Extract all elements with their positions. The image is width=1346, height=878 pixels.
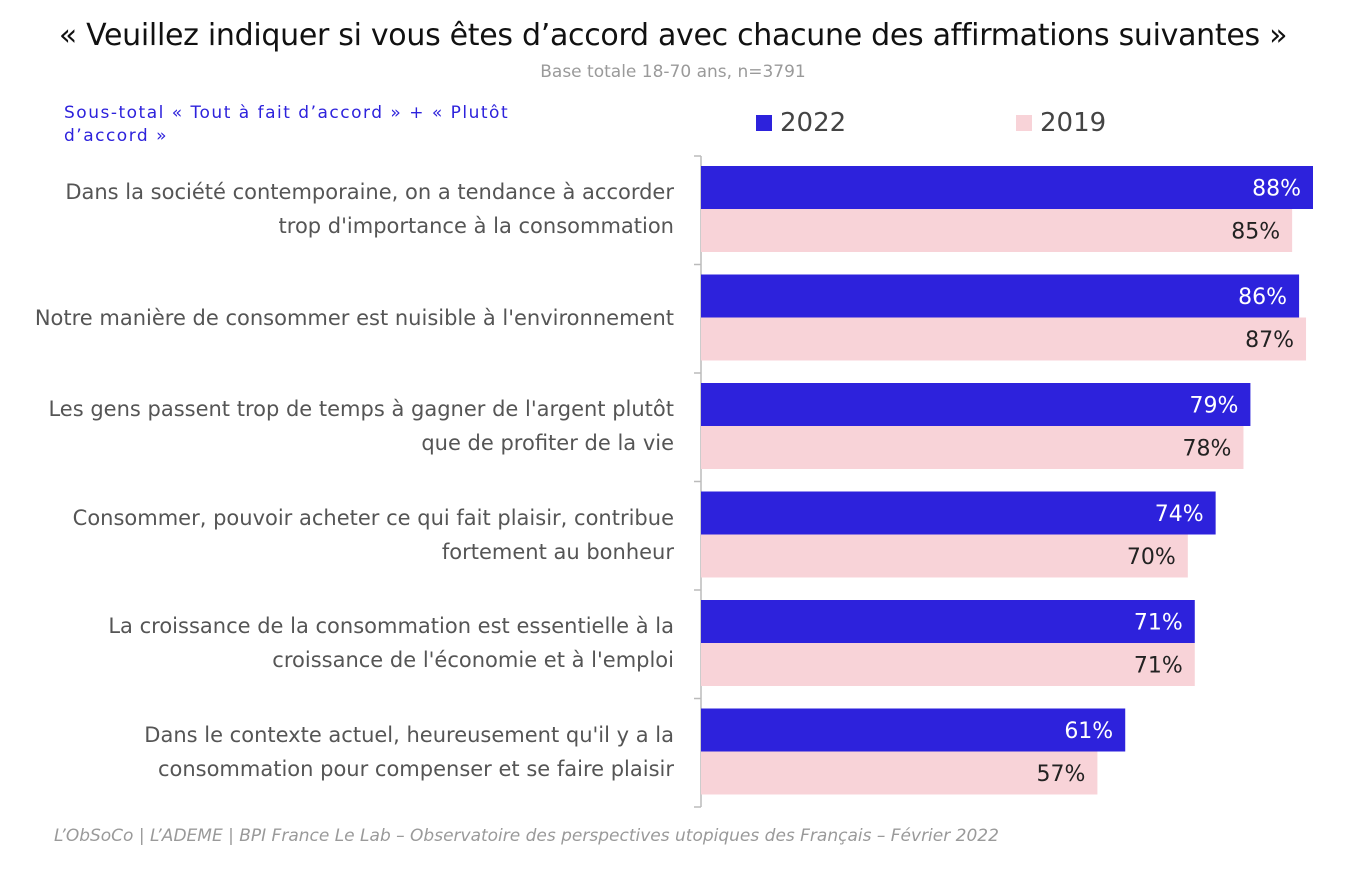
bar-2019-1 xyxy=(701,209,1293,252)
category-label-line: fortement au bonheur xyxy=(441,539,674,564)
bar-2022-2 xyxy=(701,274,1300,318)
data-label-2022-5: 71% xyxy=(1134,611,1183,636)
bar-2019-6 xyxy=(701,751,1098,795)
data-label-2022-6: 61% xyxy=(1064,719,1113,744)
bar-2019-4 xyxy=(701,534,1188,578)
data-label-2022-2: 86% xyxy=(1238,285,1287,310)
category-label-line: que de profiter de la vie xyxy=(421,431,674,455)
bar-2022-1 xyxy=(701,166,1313,209)
bar-2019-5 xyxy=(701,643,1195,686)
category-label-line: La croissance de la consommation est ess… xyxy=(108,614,674,638)
data-label-2019-4: 70% xyxy=(1127,545,1176,570)
data-label-2019-6: 57% xyxy=(1037,762,1086,787)
data-label-2019-1: 85% xyxy=(1231,220,1280,245)
chart-subtitle: Base totale 18-70 ans, n=3791 xyxy=(540,62,806,82)
data-label-2019-5: 71% xyxy=(1134,654,1183,679)
category-label-5: La croissance de la consommation est ess… xyxy=(30,609,674,677)
category-label-4: Consommer, pouvoir acheter ce qui fait p… xyxy=(30,501,674,569)
bar-2019-3 xyxy=(701,426,1244,469)
category-label-line: Notre manière de consommer est nuisible … xyxy=(34,305,674,330)
bar-2019-2 xyxy=(701,317,1307,361)
data-label-2022-1: 88% xyxy=(1252,177,1301,202)
bar-2022-5 xyxy=(701,600,1195,643)
legend-label-2022: 2022 xyxy=(780,108,847,138)
category-label-line: croissance de l'économie et à l'emploi xyxy=(272,648,674,672)
legend-label-2019: 2019 xyxy=(1040,108,1107,138)
category-label-3: Les gens passent trop de temps à gagner … xyxy=(30,392,674,460)
category-label-line: Dans le contexte actuel, heureusement qu… xyxy=(144,722,674,747)
data-label-2022-3: 79% xyxy=(1190,394,1239,419)
category-label-line: Les gens passent trop de temps à gagner … xyxy=(48,397,674,421)
source-footer: L’ObSoCo | L’ADEME | BPI France Le Lab –… xyxy=(54,826,999,846)
bar-2022-3 xyxy=(701,383,1251,426)
category-label-2: Notre manière de consommer est nuisible … xyxy=(30,301,674,335)
subtotal-label: Sous-total « Tout à fait d’accord » + « … xyxy=(64,103,510,146)
bar-2022-4 xyxy=(701,491,1216,535)
data-label-2022-4: 74% xyxy=(1155,502,1204,527)
data-label-2019-3: 78% xyxy=(1183,437,1232,462)
data-label-2019-2: 87% xyxy=(1245,328,1294,353)
category-label-line: consommation pour compenser et se faire … xyxy=(157,756,674,781)
legend-swatch-2022 xyxy=(756,115,772,131)
category-label-6: Dans le contexte actuel, heureusement qu… xyxy=(30,718,674,786)
legend-swatch-2019 xyxy=(1016,115,1032,131)
bar-2022-6 xyxy=(701,708,1126,752)
category-label-1: Dans la société contemporaine, on a tend… xyxy=(30,175,674,243)
legend-item-2019: 2019 xyxy=(1016,108,1106,138)
category-label-line: Dans la société contemporaine, on a tend… xyxy=(65,180,674,204)
chart-title: « Veuillez indiquer si vous êtes d’accor… xyxy=(58,18,1288,53)
category-label-line: Consommer, pouvoir acheter ce qui fait p… xyxy=(72,505,674,530)
category-label-line: trop d'importance à la consommation xyxy=(278,214,674,238)
legend-item-2022: 2022 xyxy=(756,108,846,138)
